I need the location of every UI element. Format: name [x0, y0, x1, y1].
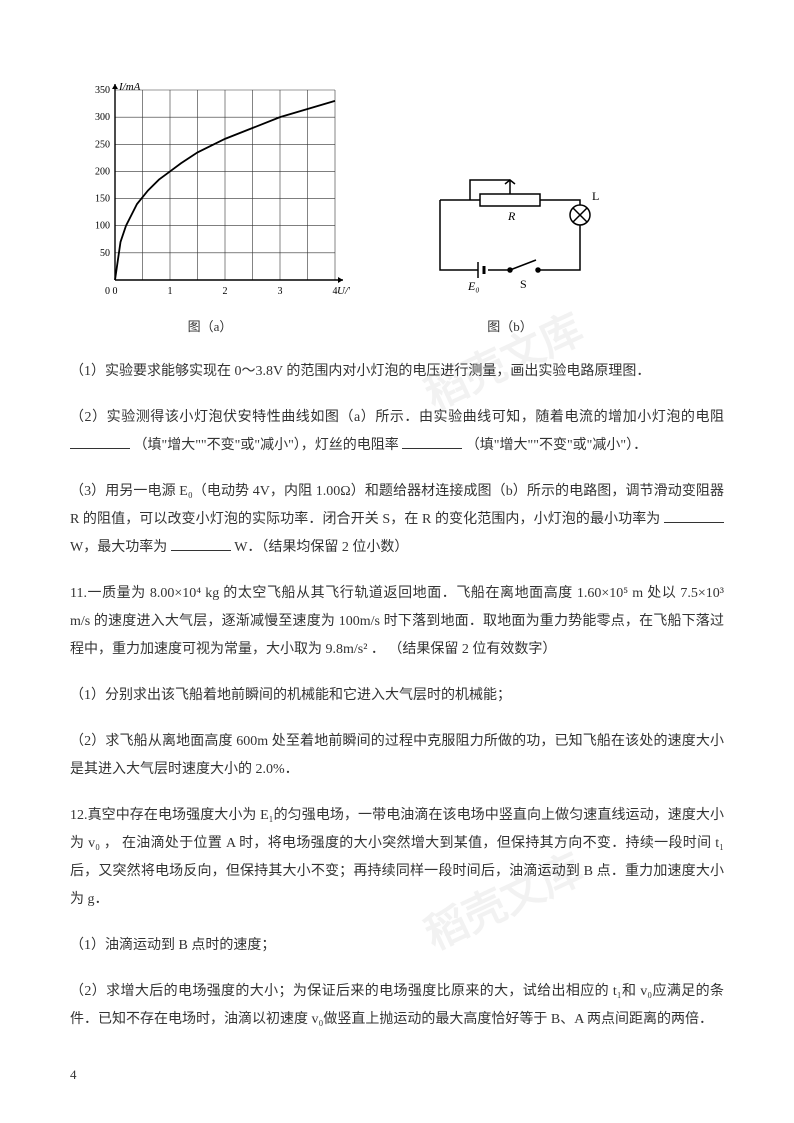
question-12-intro: 12.真空中存在电场强度大小为 E₁的匀强电场，一带电油滴在该电场中竖直向上做匀…	[70, 802, 724, 914]
svg-text:0: 0	[113, 286, 118, 297]
question-12-p2: （2）求增大后的电场强度的大小；为保证后来的电场强度比原来的大，试给出相应的 t…	[70, 978, 724, 1034]
svg-text:3: 3	[278, 286, 283, 297]
q3-prefix: （3）用另一电源 E₀（电动势 4V，内阻 1.00Ω）和题给器材连接成图（b）…	[70, 484, 724, 527]
svg-text:0: 0	[105, 286, 110, 297]
svg-text:100: 100	[95, 221, 110, 232]
figure-a-caption: 图（a）	[188, 314, 233, 340]
label-L: L	[592, 189, 599, 203]
blank-1	[70, 435, 130, 449]
question-11-p2: （2）求飞船从离地面高度 600m 处至着地前瞬间的过程中克服阻力所做的功，已知…	[70, 728, 724, 784]
iv-chart: 01234501001502002503003500U/VI/mA	[70, 80, 350, 310]
question-3: （3）用另一电源 E₀（电动势 4V，内阻 1.00Ω）和题给器材连接成图（b）…	[70, 478, 724, 562]
blank-2	[402, 435, 462, 449]
svg-text:250: 250	[95, 139, 110, 150]
question-12-p1: （1）油滴运动到 B 点时的速度；	[70, 932, 724, 960]
label-S: S	[520, 277, 527, 291]
q3-mid: W，最大功率为	[70, 540, 167, 555]
svg-text:150: 150	[95, 194, 110, 205]
q3-suffix: W．（结果均保留 2 位小数）	[234, 540, 408, 555]
svg-text:1: 1	[168, 286, 173, 297]
q2-hint2: （填"增大""不变"或"减小"）．	[466, 438, 647, 453]
question-2: （2）实验测得该小灯泡伏安特性曲线如图（a）所示．由实验曲线可知，随着电流的增加…	[70, 404, 724, 460]
blank-3	[664, 509, 724, 523]
question-1: （1）实验要求能够实现在 0～3.8V 的范围内对小灯泡的电压进行测量，画出实验…	[70, 358, 724, 386]
figure-b-caption: 图（b）	[487, 314, 533, 340]
svg-text:50: 50	[100, 248, 110, 259]
q2-hint1: （填"增大""不变"或"减小"），灯丝的电阻率	[134, 438, 399, 453]
label-R: R	[507, 209, 516, 223]
figure-a: 01234501001502002503003500U/VI/mA 图（a）	[70, 80, 350, 340]
figure-b: R L S E₀ 图（b）	[410, 170, 610, 340]
svg-text:I/mA: I/mA	[118, 81, 141, 93]
svg-text:300: 300	[95, 112, 110, 123]
question-11-intro: 11.一质量为 8.00×10⁴ kg 的太空飞船从其飞行轨道返回地面．飞船在离…	[70, 580, 724, 664]
q2-prefix: （2）实验测得该小灯泡伏安特性曲线如图（a）所示．由实验曲线可知，随着电流的增加…	[70, 410, 724, 425]
label-E0: E₀	[467, 279, 480, 293]
question-11-p1: （1）分别求出该飞船着地前瞬间的机械能和它进入大气层时的机械能；	[70, 682, 724, 710]
svg-text:200: 200	[95, 166, 110, 177]
page-number: 4	[70, 1062, 77, 1088]
circuit-diagram: R L S E₀	[410, 170, 610, 310]
blank-4	[171, 537, 231, 551]
figures-row: 01234501001502002503003500U/VI/mA 图（a）	[70, 80, 724, 340]
svg-text:U/V: U/V	[337, 285, 350, 297]
svg-text:2: 2	[223, 286, 228, 297]
svg-text:350: 350	[95, 85, 110, 96]
